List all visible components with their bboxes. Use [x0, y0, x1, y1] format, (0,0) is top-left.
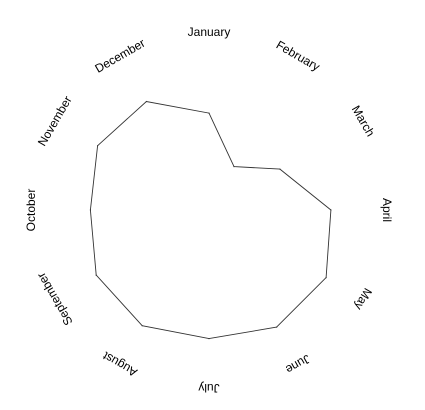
label-june: June: [283, 352, 313, 377]
data-point-may: [325, 277, 327, 279]
plot-area: [89, 100, 332, 340]
label-february: February: [274, 38, 323, 74]
data-point-january: [208, 112, 210, 114]
data-point-november: [97, 145, 99, 147]
data-point-september: [95, 274, 97, 276]
label-august: August: [100, 348, 140, 379]
label-december: December: [93, 36, 148, 76]
data-point-june: [276, 326, 278, 328]
data-point-october: [89, 209, 91, 211]
label-may: May: [351, 286, 374, 313]
data-point-july: [208, 338, 210, 340]
label-april: April: [380, 198, 394, 222]
data-point-march: [279, 168, 281, 170]
label-january: January: [188, 25, 231, 39]
label-november: November: [35, 94, 75, 149]
series-line-0: [89, 101, 332, 340]
label-september: September: [34, 270, 75, 328]
data-point-december: [145, 100, 147, 103]
label-october: October: [24, 189, 38, 232]
data-point-august: [141, 325, 143, 327]
label-july: July: [198, 381, 219, 395]
label-march: March: [349, 103, 378, 139]
data-point-february: [233, 166, 235, 168]
data-point-april: [330, 209, 332, 211]
